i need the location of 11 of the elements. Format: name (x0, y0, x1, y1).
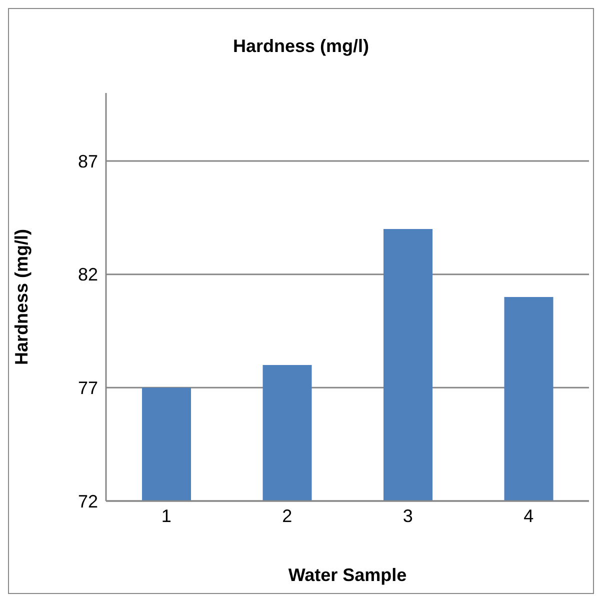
x-axis-title: Water Sample (288, 565, 407, 585)
y-tick-label: 72 (78, 491, 98, 512)
y-tick-label: 87 (78, 151, 98, 172)
x-tick-label: 4 (524, 506, 534, 526)
x-tick-label: 2 (282, 506, 292, 526)
y-axis-title: Hardness (mg/l) (11, 228, 32, 366)
x-tick-label: 3 (402, 506, 413, 526)
x-tick-label: 1 (161, 506, 172, 526)
y-tick-label: 82 (78, 264, 98, 285)
y-tick-label: 77 (78, 378, 98, 398)
chart-title: Hardness (mg/l) (232, 36, 370, 57)
